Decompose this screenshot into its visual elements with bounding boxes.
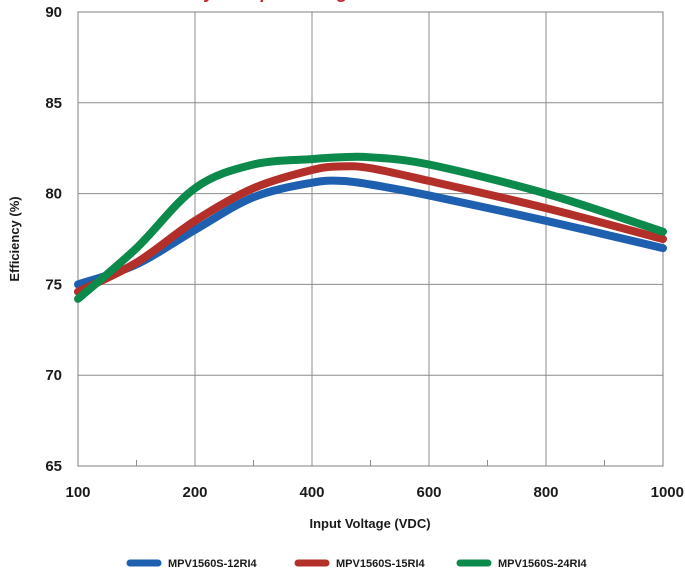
x-minor-ticks [136, 460, 605, 466]
x-tick-label: 1000 [651, 484, 684, 501]
legend-label: MPV1560S-15RI4 [336, 558, 426, 570]
x-tick-label: 400 [299, 484, 324, 501]
y-tick-label: 75 [45, 276, 62, 293]
series-line-MPV1560S-12RI4 [74, 176, 667, 289]
x-tick-label: 800 [533, 484, 558, 501]
x-tick-labels: 100 200 400 600 800 1000 [65, 484, 684, 501]
x-tick-label: 100 [65, 484, 90, 501]
y-tick-label: 90 [45, 4, 62, 21]
x-tick-label: 200 [182, 484, 207, 501]
legend: MPV1560S-12RI4 MPV1560S-15RI4 MPV1560S-24R… [126, 558, 588, 570]
y-tick-label: 85 [45, 95, 62, 112]
legend-label: MPV1560S-24RI4 [498, 558, 588, 570]
series-line-MPV1560S-15RI4 [74, 162, 667, 296]
y-tick-label: 70 [45, 367, 62, 384]
y-tick-label: 65 [45, 458, 62, 475]
x-tick-label: 600 [416, 484, 441, 501]
y-tick-label: 80 [45, 186, 62, 203]
y-axis-title: Efficiency (%) [7, 196, 22, 281]
legend-label: MPV1560S-12RI4 [168, 558, 258, 570]
series-line-MPV1560S-24RI4 [74, 152, 667, 303]
series-lines [74, 152, 667, 303]
chart-title: Efficiency vs Input Voltage [130, 0, 358, 2]
y-tick-labels: 65 70 75 80 85 90 [45, 4, 62, 475]
x-axis-title: Input Voltage (VDC) [309, 516, 430, 531]
